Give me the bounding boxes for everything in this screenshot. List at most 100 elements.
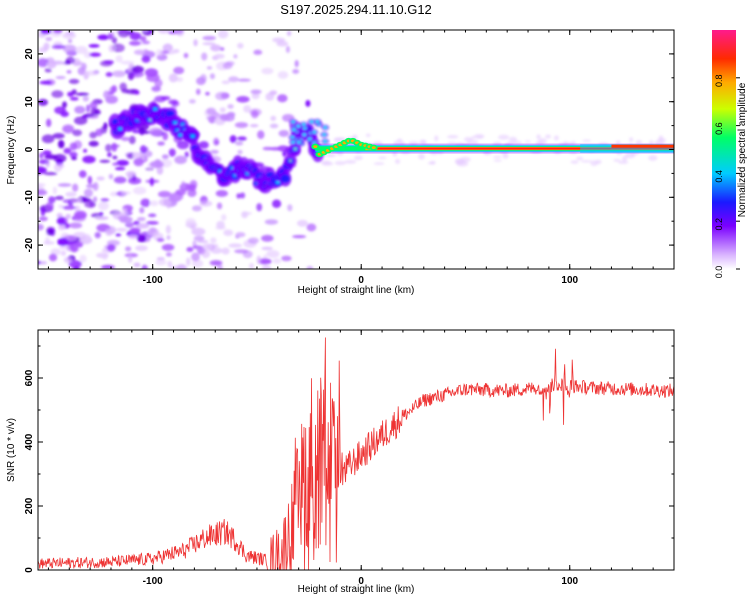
noise-speckle bbox=[128, 177, 142, 185]
noise-speckle bbox=[277, 71, 289, 79]
noise-speckle bbox=[206, 66, 213, 70]
ridge-core bbox=[276, 181, 280, 184]
noise-speckle bbox=[121, 208, 128, 215]
noise-speckle bbox=[48, 196, 56, 204]
noise-speckle bbox=[286, 30, 292, 37]
noise-speckle bbox=[408, 141, 420, 145]
noise-speckle bbox=[89, 131, 98, 139]
spectrogram-plot-area bbox=[38, 30, 674, 269]
noise-speckle bbox=[629, 137, 634, 143]
noise-speckle bbox=[128, 254, 133, 263]
colorbar: 0.0 0.2 0.4 0.6 0.8 Normalized spectral ampl… bbox=[712, 30, 748, 278]
noise-speckle bbox=[580, 160, 593, 163]
noise-speckle bbox=[70, 243, 79, 253]
snr-y-ticks: 0 200 400 600 bbox=[24, 345, 674, 573]
noise-speckle bbox=[201, 52, 208, 61]
noise-speckle bbox=[195, 246, 205, 251]
noise-speckle bbox=[473, 134, 485, 139]
noise-speckle bbox=[378, 156, 387, 160]
noise-speckle bbox=[82, 155, 96, 164]
noise-speckle bbox=[394, 158, 401, 164]
noise-speckle bbox=[250, 89, 262, 95]
noise-speckle bbox=[99, 211, 104, 217]
x-tick-label: 100 bbox=[561, 275, 578, 286]
ridge-core bbox=[302, 133, 307, 137]
noise-speckle bbox=[134, 90, 140, 95]
noise-speckle bbox=[115, 227, 128, 232]
noise-speckle bbox=[256, 203, 263, 212]
noise-speckle bbox=[167, 260, 173, 268]
noise-speckle bbox=[219, 113, 231, 121]
noise-speckle bbox=[45, 118, 52, 128]
noise-speckle bbox=[83, 148, 88, 153]
noise-speckle bbox=[73, 61, 84, 66]
ridge-core bbox=[291, 140, 296, 144]
noise-speckle bbox=[213, 137, 220, 146]
noise-speckle bbox=[79, 254, 87, 263]
snr-y-label: SNR (10 * v/v) bbox=[6, 418, 17, 482]
noise-speckle bbox=[83, 188, 93, 198]
noise-speckle bbox=[195, 88, 201, 95]
noise-speckle bbox=[108, 173, 114, 180]
noise-speckle bbox=[38, 223, 44, 231]
noise-speckle bbox=[39, 167, 47, 174]
noise-speckle bbox=[234, 249, 249, 254]
noise-speckle bbox=[43, 42, 50, 51]
noise-speckle bbox=[70, 198, 83, 203]
snr-panel: -100 0 100 0 200 400 600 Height of straight l… bbox=[6, 329, 675, 595]
noise-speckle bbox=[210, 237, 217, 244]
noise-speckle bbox=[305, 100, 311, 107]
noise-speckle bbox=[563, 141, 569, 147]
noise-speckle bbox=[168, 148, 176, 157]
ridge-core bbox=[173, 121, 178, 124]
noise-speckle bbox=[278, 129, 290, 137]
noise-speckle bbox=[365, 133, 371, 137]
noise-speckle bbox=[296, 219, 309, 227]
noise-speckle bbox=[73, 140, 83, 149]
noise-speckle bbox=[463, 137, 473, 142]
x-tick-label: 100 bbox=[561, 576, 578, 587]
noise-speckle bbox=[161, 154, 169, 160]
noise-speckle bbox=[156, 166, 164, 175]
ridge-core bbox=[301, 122, 306, 126]
noise-speckle bbox=[39, 189, 46, 194]
noise-speckle bbox=[83, 113, 95, 117]
noise-speckle bbox=[57, 183, 72, 187]
noise-speckle bbox=[227, 104, 234, 109]
noise-speckle bbox=[65, 213, 71, 220]
noise-speckle bbox=[142, 40, 151, 45]
noise-speckle bbox=[160, 96, 171, 101]
noise-speckle bbox=[86, 184, 96, 189]
noise-speckle bbox=[51, 44, 66, 49]
noise-speckle bbox=[94, 231, 101, 239]
y-tick-label: 20 bbox=[24, 48, 35, 60]
noise-speckle bbox=[131, 65, 144, 74]
ridge-core bbox=[291, 128, 296, 132]
figure-title: S197.2025.294.11.10.G12 bbox=[280, 2, 432, 17]
noise-speckle bbox=[139, 145, 147, 154]
ridge-core bbox=[322, 133, 327, 137]
y-tick-label: 600 bbox=[24, 369, 35, 386]
noise-speckle bbox=[43, 241, 55, 245]
noise-speckle bbox=[206, 107, 217, 115]
noise-speckle bbox=[39, 261, 48, 265]
noise-speckle bbox=[93, 196, 98, 203]
noise-speckle bbox=[66, 69, 72, 74]
noise-speckle bbox=[536, 134, 541, 140]
noise-speckle bbox=[156, 257, 165, 261]
noise-speckle bbox=[98, 201, 109, 211]
noise-speckle bbox=[229, 135, 237, 143]
noise-speckle bbox=[107, 152, 112, 158]
noise-speckle bbox=[237, 78, 251, 82]
noise-speckle bbox=[233, 54, 238, 59]
noise-speckle bbox=[103, 60, 115, 64]
noise-speckle bbox=[135, 223, 150, 229]
noise-speckle bbox=[133, 49, 145, 55]
y-tick-label: 0 bbox=[24, 567, 35, 573]
noise-speckle bbox=[133, 262, 141, 268]
noise-speckle bbox=[200, 73, 207, 83]
noise-speckle bbox=[538, 138, 547, 145]
noise-speckle bbox=[162, 43, 173, 53]
noise-speckle bbox=[554, 135, 559, 141]
noise-speckle bbox=[60, 250, 67, 256]
